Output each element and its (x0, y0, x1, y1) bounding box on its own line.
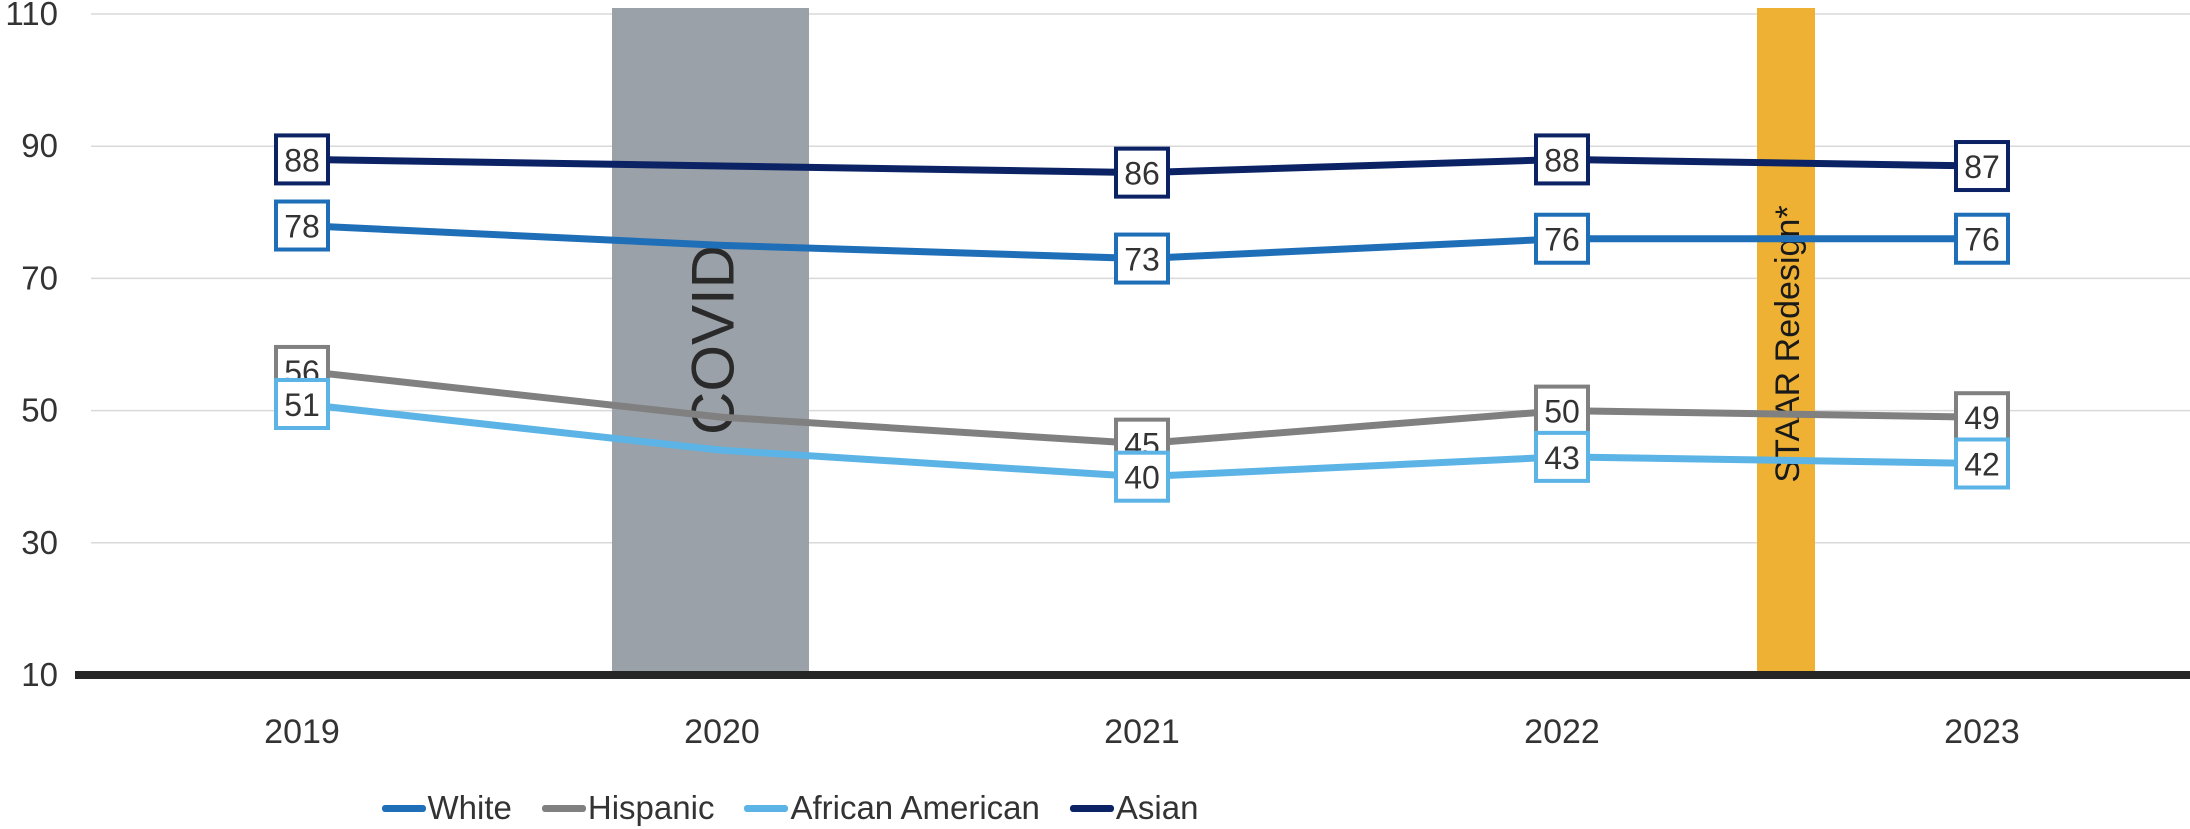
annotation-label: COVID (680, 245, 747, 435)
legend-item: Hispanic (541, 789, 715, 827)
data-label-box (274, 133, 330, 186)
data-label-box (1534, 430, 1590, 483)
data-label-box (1534, 384, 1590, 437)
data-label: 86 (1124, 156, 1160, 192)
legend-swatch (1069, 804, 1114, 812)
data-label-box (1954, 212, 2010, 265)
x-tick-label: 2021 (1104, 713, 1180, 751)
data-label-box (274, 377, 330, 430)
legend-label: Hispanic (587, 789, 715, 826)
data-label-box (1954, 437, 2010, 490)
legend-label: African American (790, 789, 1040, 826)
data-label: 40 (1124, 460, 1160, 496)
x-tick-label: 2019 (264, 713, 340, 751)
data-label-box (1534, 133, 1590, 186)
data-label-box (1534, 212, 1590, 265)
data-label: 76 (1964, 222, 2000, 258)
data-label-box (1114, 232, 1170, 285)
legend-swatch (381, 804, 426, 812)
data-label: 87 (1964, 149, 2000, 185)
data-label: 73 (1124, 242, 1160, 278)
legend-item: White (381, 789, 512, 827)
data-label: 42 (1964, 446, 2000, 482)
x-tick-label: 2023 (1944, 713, 2020, 751)
data-label: 76 (1544, 222, 1580, 258)
legend-item: African American (744, 789, 1040, 827)
data-label-box (1954, 140, 2010, 193)
axes: 10 30 50 70 90 110 2019 2020 2021 2022 2023 (5, 0, 2190, 751)
data-label: 43 (1544, 440, 1580, 476)
legend-swatch (541, 804, 586, 812)
annotation-band (1757, 8, 1815, 675)
annotation-band (612, 8, 809, 675)
y-tick-label: 10 (21, 656, 58, 693)
y-tick-label: 70 (21, 259, 58, 296)
data-label: 50 (1544, 394, 1580, 430)
legend-label: White (427, 789, 512, 826)
data-label-box (274, 199, 330, 252)
legend: White Hispanic African American Asian (0, 789, 1580, 827)
legend-item: Asian (1069, 789, 1199, 827)
data-label: 88 (284, 142, 320, 178)
data-label: 88 (1544, 142, 1580, 178)
x-tick-label: 2020 (684, 713, 760, 751)
y-tick-label: 90 (21, 127, 58, 164)
data-label: 49 (1964, 400, 2000, 436)
data-label: 51 (284, 387, 320, 423)
annotation-bands: COVID STAAR Redesign* (612, 8, 1815, 675)
legend-label: Asian (1115, 789, 1199, 826)
data-label-box (1114, 450, 1170, 503)
y-tick-label: 30 (21, 524, 58, 561)
data-label: 78 (284, 209, 320, 245)
legend-swatch (744, 804, 789, 812)
annotation-label: STAAR Redesign* (1769, 205, 1807, 482)
data-label-box (1114, 146, 1170, 199)
y-tick-label: 110 (5, 0, 58, 32)
y-tick-label: 50 (21, 392, 58, 429)
x-tick-label: 2022 (1524, 713, 1600, 751)
